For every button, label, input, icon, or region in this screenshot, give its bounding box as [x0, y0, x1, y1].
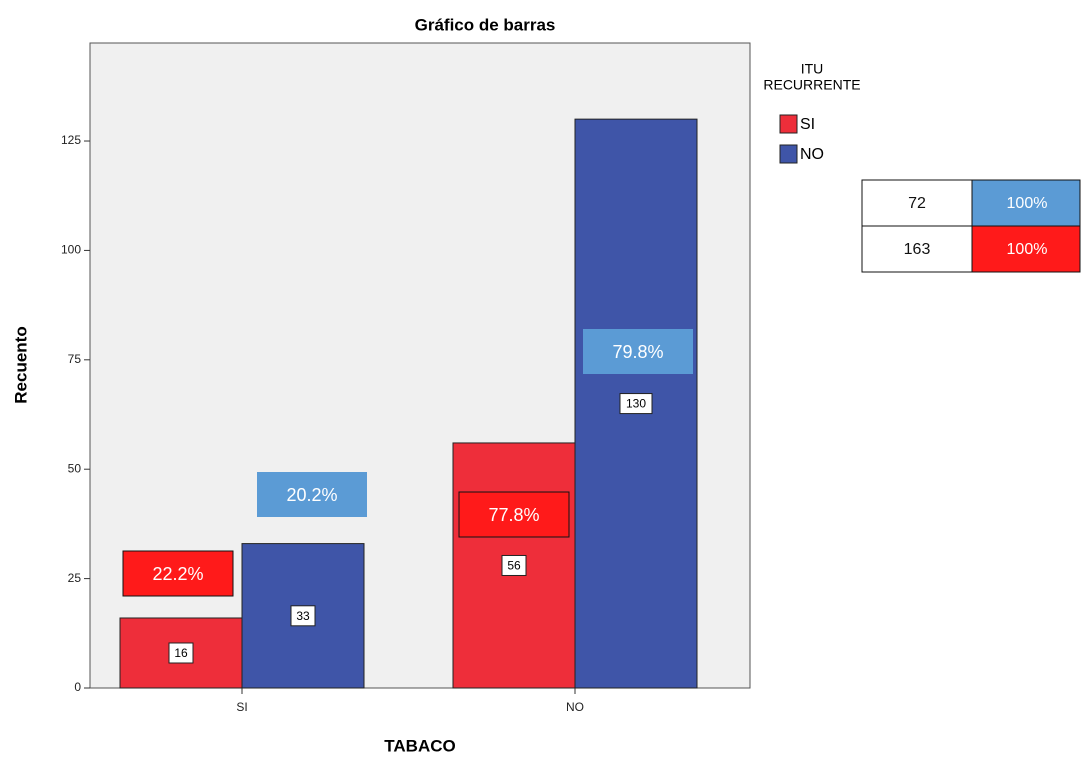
table-cell [971, 225, 1081, 273]
percent-box [257, 472, 367, 517]
y-tick-label: 25 [68, 571, 82, 585]
legend-swatch [779, 114, 798, 134]
percent-label: 77.8% [488, 505, 539, 525]
value-label-box [168, 642, 194, 664]
legend-swatch [779, 144, 798, 164]
y-tick-label: 50 [68, 461, 82, 475]
y-tick-label: 75 [68, 352, 82, 366]
percent-box [583, 329, 693, 374]
y-tick-label: 100 [61, 243, 81, 257]
legend-title: ITU [801, 61, 824, 77]
percent-box [458, 491, 570, 538]
x-axis-title: TABACO [384, 736, 455, 755]
table-cell [971, 179, 1081, 227]
x-tick-label: NO [566, 700, 584, 714]
legend-label: NO [800, 146, 824, 163]
legend-label: SI [800, 116, 815, 133]
table-cell [861, 179, 973, 227]
y-tick-label: 125 [61, 133, 81, 147]
percent-label: 20.2% [286, 485, 337, 505]
y-axis-title: Recuento [11, 326, 30, 403]
table-cell-text: 100% [1007, 241, 1048, 258]
value-label: 56 [507, 559, 521, 573]
value-label-box [501, 554, 527, 576]
table-cell [861, 225, 973, 273]
percent-label: 79.8% [612, 342, 663, 362]
value-label: 130 [626, 397, 646, 411]
percent-label: 22.2% [152, 564, 203, 584]
y-tick-label: 0 [74, 680, 81, 694]
value-label: 16 [174, 646, 188, 660]
value-label-box [290, 605, 316, 627]
table-cell-text: 100% [1007, 195, 1048, 212]
table-cell-text: 72 [908, 195, 926, 212]
percent-box [122, 550, 234, 597]
x-tick-label: SI [236, 700, 247, 714]
chart-title: Gráfico de barras [415, 15, 556, 34]
value-label-box [619, 393, 653, 415]
value-label: 33 [296, 609, 310, 623]
legend-title: RECURRENTE [763, 77, 860, 93]
table-cell-text: 163 [904, 241, 931, 258]
